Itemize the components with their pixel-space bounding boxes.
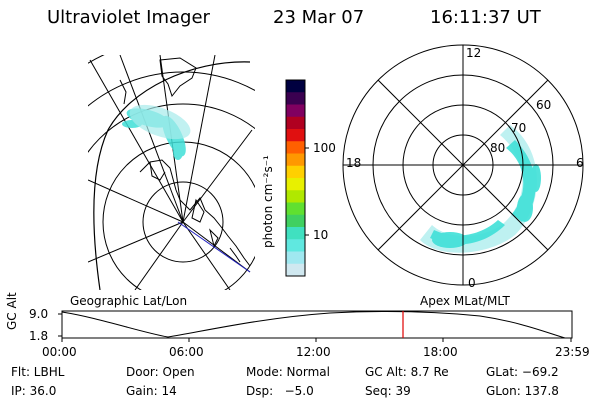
timeline-xtick-label: 18:00: [423, 345, 458, 359]
colorbar-segment: [286, 202, 305, 216]
geo-lat-circle: [142, 181, 224, 263]
coastline: [139, 159, 251, 267]
timeline-plot: [58, 310, 573, 342]
colorbar-segment: [286, 239, 305, 252]
geo-meridian: [119, 55, 184, 223]
timeline-ytick-label-bottom: 1.8: [29, 329, 49, 343]
altitude-curve: [61, 311, 566, 339]
status-glat: GLat: −69.2: [486, 365, 559, 379]
geo-meridian: [182, 221, 231, 290]
status-door: Door: Open: [126, 365, 195, 379]
colorbar-segment: [286, 92, 305, 105]
coastline: [209, 228, 219, 248]
sun-direction-line: [177, 221, 251, 273]
timeline-xtick-label: 23:59: [555, 345, 590, 359]
mlat-label-60: 60: [536, 98, 552, 112]
polar-plot: [342, 44, 584, 286]
status-mode: Mode: Normal: [246, 365, 330, 379]
status-ip: IP: 36.0: [11, 384, 57, 398]
status-glon: GLon: 137.8: [486, 384, 559, 398]
globe-limb: [93, 61, 251, 290]
geographic-map: [88, 55, 255, 290]
colorbar-segment: [286, 129, 305, 142]
mlt-label-6: 6: [576, 156, 584, 170]
colorbar-tick-label-100: 100: [313, 141, 336, 155]
colorbar-segment: [286, 227, 305, 240]
colorbar-segment: [286, 165, 305, 179]
colorbar-segment: [286, 80, 305, 93]
timeline-xtick-label: 12:00: [296, 345, 331, 359]
geo-meridian: [89, 59, 184, 223]
coastline: [119, 79, 127, 105]
geo-aurora-faint: [129, 104, 191, 140]
colorbar-segment: [286, 153, 305, 167]
coastline: [229, 247, 241, 263]
status-gc-alt: GC Alt: 8.7 Re: [365, 365, 449, 379]
geo-map-label: Geographic Lat/Lon: [70, 294, 188, 308]
geo-meridian: [182, 55, 216, 223]
mlat-label-70: 70: [511, 121, 527, 135]
colorbar-segment: [286, 263, 305, 277]
colorbar-segment: [286, 141, 305, 154]
colorbar-segment: [286, 251, 305, 265]
mlt-label-12: 12: [466, 46, 482, 60]
colorbar-segment: [286, 214, 305, 228]
status-gain: Gain: 14: [126, 384, 177, 398]
colorbar-segment: [286, 104, 305, 118]
date-label: 23 Mar 07: [273, 7, 365, 28]
status-seq: Seq: 39: [365, 384, 411, 398]
polar-axis-diag: [377, 79, 549, 251]
geo-meridian: [134, 221, 184, 290]
polar-aurora: [430, 140, 541, 248]
colorbar-frame: [285, 79, 306, 277]
time-label: 16:11:37 UT: [430, 7, 541, 28]
polar-plot-label: Apex MLat/MLT: [420, 294, 510, 308]
colorbar-segment: [286, 116, 305, 130]
colorbar-unit-label: photon cm⁻²s⁻¹: [261, 155, 275, 248]
mlat-label-80: 80: [490, 141, 506, 155]
coastline: [149, 161, 166, 181]
colorbar-tick-label-10: 10: [313, 228, 329, 242]
timeline-frame: [61, 310, 573, 339]
geo-lat-circle: [88, 103, 255, 153]
timeline-xtick-label: 06:00: [169, 345, 204, 359]
colorbar: [285, 79, 309, 277]
colorbar-gradient: [286, 80, 305, 277]
status-filter: Flt: LBHL: [11, 365, 65, 379]
geo-meridian: [88, 221, 184, 263]
colorbar-segment: [286, 190, 305, 203]
coastline: [159, 57, 197, 98]
colorbar-segment: [286, 178, 305, 191]
timeline-ytick-label-top: 9.0: [29, 307, 49, 321]
geo-meridian: [88, 179, 184, 223]
timeline-ylabel: GC Alt: [5, 292, 19, 330]
geo-meridian: [182, 129, 253, 223]
status-dsp: Dsp: −5.0: [246, 384, 314, 398]
polar-aurora-faint: [420, 125, 537, 253]
mlt-label-18: 18: [346, 156, 362, 170]
timeline-xtick-label: 00:00: [42, 345, 77, 359]
coastline: [191, 198, 205, 223]
mlt-label-0: 0: [468, 276, 476, 290]
instrument-title: Ultraviolet Imager: [47, 7, 210, 28]
